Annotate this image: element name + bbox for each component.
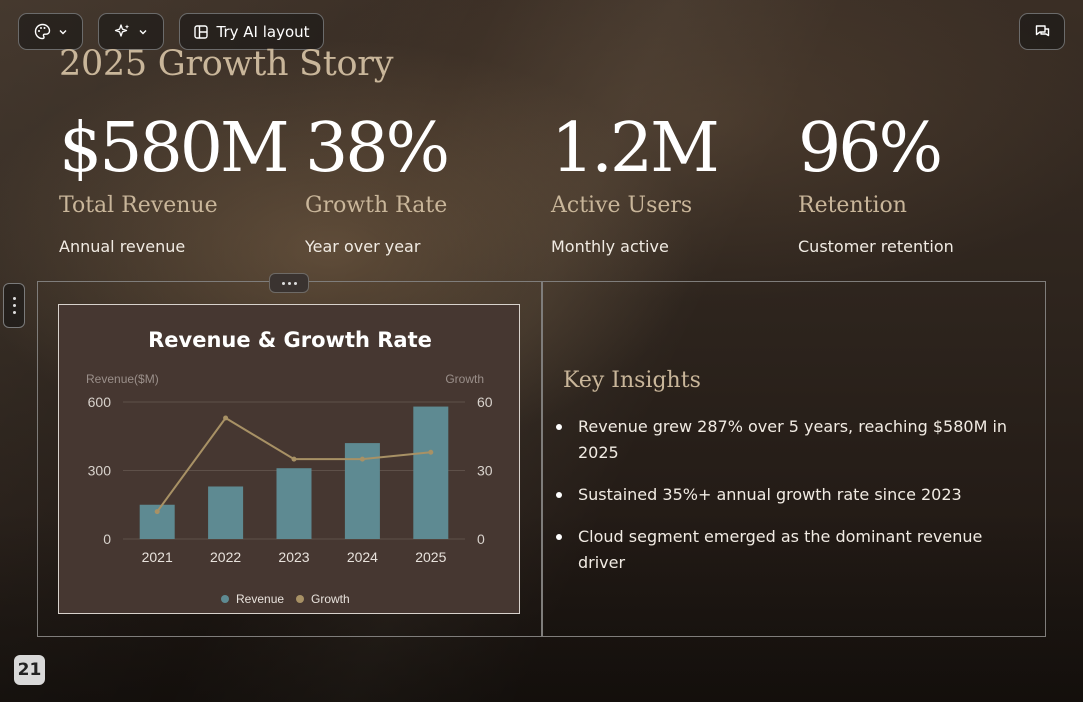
metric-retention[interactable]: 96% Retention Customer retention	[798, 108, 954, 256]
layout-icon	[194, 24, 209, 39]
metric-value: 1.2M	[551, 109, 720, 188]
column-divider[interactable]	[541, 281, 543, 637]
metric-active-users[interactable]: 1.2M Active Users Monthly active	[551, 108, 720, 256]
bullet-icon	[556, 424, 562, 430]
bullet-icon	[556, 534, 562, 540]
growth-point	[359, 456, 365, 462]
side-drag-handle[interactable]	[3, 283, 25, 328]
comments-button[interactable]	[1019, 13, 1065, 50]
try-ai-layout-button[interactable]: Try AI layout	[179, 13, 324, 50]
growth-point	[223, 415, 229, 421]
chevron-down-icon	[59, 29, 66, 34]
y-tick-right: 0	[477, 531, 485, 547]
metric-value: $580M	[59, 109, 290, 188]
metric-description: Customer retention	[798, 237, 954, 256]
metric-label: Active Users	[551, 193, 693, 218]
bar-revenue	[208, 486, 244, 539]
insight-item: Sustained 35%+ annual growth rate since …	[556, 482, 1026, 508]
ai-magic-button[interactable]	[98, 13, 164, 50]
y-axis-right-label: Growth	[445, 372, 484, 386]
insight-item: Revenue grew 287% over 5 years, reaching…	[556, 414, 1026, 466]
sparkle-icon	[114, 24, 130, 37]
section-more-handle[interactable]	[269, 273, 309, 293]
y-axis-left-label: Revenue($M)	[86, 372, 159, 386]
metric-label: Retention	[798, 193, 907, 218]
metric-description: Annual revenue	[59, 237, 186, 256]
theme-button[interactable]	[18, 13, 83, 50]
legend-revenue-label: Revenue	[236, 592, 284, 606]
y-tick-left: 0	[103, 531, 111, 547]
growth-point	[291, 456, 297, 462]
metric-description: Monthly active	[551, 237, 669, 256]
try-ai-layout-label: Try AI layout	[216, 22, 310, 41]
x-tick-label: 2025	[415, 549, 446, 565]
insights-list[interactable]: Revenue grew 287% over 5 years, reaching…	[556, 414, 1026, 592]
insight-text: Cloud segment emerged as the dominant re…	[578, 527, 983, 572]
palette-icon	[34, 23, 50, 40]
x-tick-label: 2021	[142, 549, 173, 565]
chevron-down-icon	[139, 29, 147, 34]
chat-icon	[1035, 25, 1049, 37]
chart-card[interactable]: Revenue & Growth Rate Revenue($M) Growth 0 3…	[58, 304, 520, 614]
x-tick-label: 2022	[210, 549, 241, 565]
legend-revenue-swatch	[221, 595, 229, 603]
y-tick-left: 300	[88, 463, 112, 479]
insight-text: Sustained 35%+ annual growth rate since …	[578, 485, 962, 504]
metric-label: Total Revenue	[59, 193, 218, 218]
bar-revenue	[413, 406, 449, 539]
y-tick-left: 600	[88, 394, 112, 410]
insight-item: Cloud segment emerged as the dominant re…	[556, 524, 1026, 576]
revenue-growth-chart: Revenue & Growth Rate Revenue($M) Growth 0 3…	[86, 328, 493, 606]
metric-description: Year over year	[305, 237, 421, 256]
metric-value: 96%	[798, 109, 943, 188]
legend-growth-label: Growth	[311, 592, 350, 606]
bar-revenue	[276, 468, 312, 539]
insight-text: Revenue grew 287% over 5 years, reaching…	[578, 417, 1008, 462]
y-tick-right: 60	[477, 394, 493, 410]
metric-total-revenue[interactable]: $580M Total Revenue Annual revenue	[59, 108, 290, 256]
metric-value: 38%	[305, 109, 450, 188]
growth-point	[428, 449, 434, 455]
x-tick-label: 2024	[347, 549, 378, 565]
growth-point	[154, 509, 160, 515]
metric-growth-rate[interactable]: 38% Growth Rate Year over year	[305, 108, 450, 256]
legend-growth-swatch	[296, 595, 304, 603]
slide-title[interactable]: 2025 Growth Story	[59, 44, 394, 84]
bullet-icon	[556, 492, 562, 498]
chart-title: Revenue & Growth Rate	[148, 328, 432, 352]
x-tick-label: 2023	[278, 549, 309, 565]
insights-title[interactable]: Key Insights	[563, 368, 701, 393]
page-number[interactable]: 21	[14, 655, 45, 685]
metric-label: Growth Rate	[305, 193, 448, 218]
y-tick-right: 30	[477, 463, 493, 479]
